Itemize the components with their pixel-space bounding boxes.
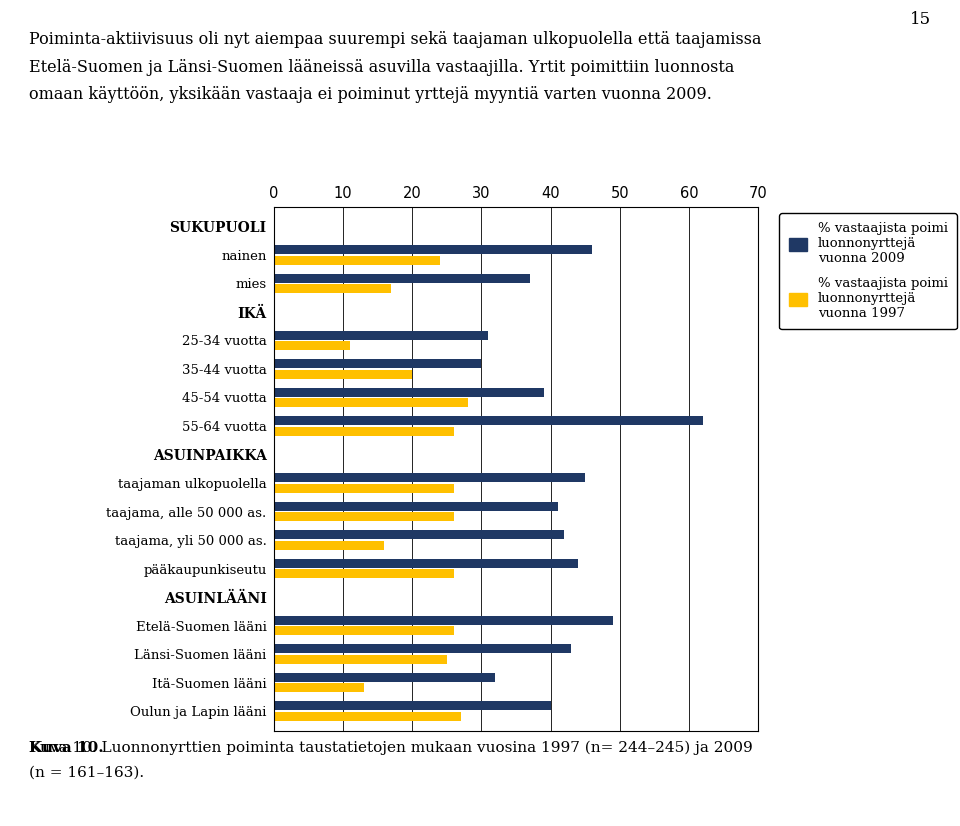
Bar: [274, 387, 543, 397]
Bar: [274, 426, 454, 435]
Text: Etelä-Suomen ja Länsi-Suomen lääneissä asuvilla vastaajilla. Yrtit poimittiin lu: Etelä-Suomen ja Länsi-Suomen lääneissä a…: [29, 59, 734, 76]
Bar: [274, 341, 349, 350]
Bar: [274, 330, 489, 340]
Text: Kuva 10.: Kuva 10.: [29, 741, 104, 755]
Bar: [274, 502, 558, 511]
Bar: [274, 626, 454, 635]
Text: omaan käyttöön, yksikään vastaaja ei poiminut yrttejä myyntiä varten vuonna 2009: omaan käyttöön, yksikään vastaaja ei poi…: [29, 86, 711, 103]
Bar: [274, 569, 454, 578]
Bar: [274, 273, 530, 282]
Bar: [274, 512, 454, 521]
Bar: [274, 683, 364, 692]
Bar: [274, 655, 446, 664]
Bar: [274, 530, 564, 539]
Text: 15: 15: [910, 11, 931, 28]
Bar: [274, 616, 613, 625]
Bar: [274, 540, 384, 550]
Bar: [274, 359, 481, 368]
Bar: [274, 644, 571, 653]
Text: Kuva 10. Luonnonyrttien poiminta taustatietojen mukaan vuosina 1997 (n= 244–245): Kuva 10. Luonnonyrttien poiminta taustat…: [29, 741, 753, 755]
Bar: [274, 284, 392, 293]
Bar: [274, 398, 468, 407]
Legend: % vastaajista poimi
luonnonyrttejä
vuonna 2009, % vastaajista poimi
luonnonyrtte: % vastaajista poimi luonnonyrttejä vuonn…: [780, 213, 957, 330]
Bar: [274, 712, 461, 721]
Bar: [274, 245, 592, 254]
Bar: [274, 701, 551, 710]
Bar: [274, 673, 495, 682]
Bar: [274, 473, 586, 482]
Text: (n = 161–163).: (n = 161–163).: [29, 766, 144, 780]
Text: Poiminta-aktiivisuus oli nyt aiempaa suurempi sekä taajaman ulkopuolella että ta: Poiminta-aktiivisuus oli nyt aiempaa suu…: [29, 31, 761, 49]
Bar: [274, 369, 412, 378]
Bar: [274, 255, 440, 264]
Bar: [274, 559, 578, 568]
Bar: [274, 483, 454, 492]
Bar: [274, 416, 703, 425]
